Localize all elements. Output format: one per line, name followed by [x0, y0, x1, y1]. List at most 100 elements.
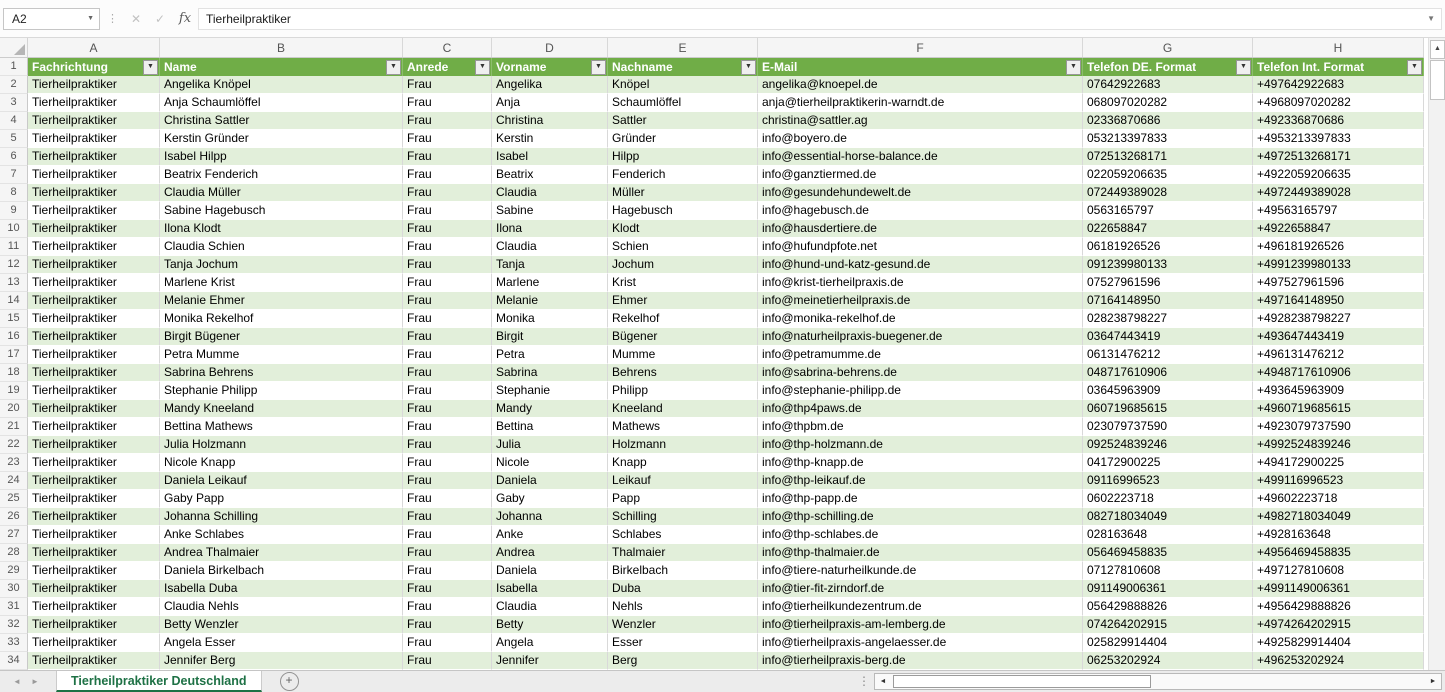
cell[interactable]: Leikauf	[608, 472, 758, 490]
cell[interactable]: Petra	[492, 346, 608, 364]
row-header[interactable]: 8	[0, 184, 28, 202]
cell[interactable]: Claudia Müller	[160, 184, 403, 202]
cell[interactable]: +497127810608	[1253, 562, 1424, 580]
cell[interactable]: Angelika Knöpel	[160, 76, 403, 94]
formula-bar-expand-icon[interactable]: ▼	[1427, 14, 1435, 23]
cell[interactable]: Julia Holzmann	[160, 436, 403, 454]
cell[interactable]: Mumme	[608, 346, 758, 364]
cell[interactable]: info@naturheilpraxis-buegener.de	[758, 328, 1083, 346]
cell[interactable]: Philipp	[608, 382, 758, 400]
cell[interactable]: Angela	[492, 634, 608, 652]
cell[interactable]: Frau	[403, 418, 492, 436]
cell[interactable]: Marlene	[492, 274, 608, 292]
formula-input[interactable]: Tierheilpraktiker ▼	[198, 7, 1442, 30]
cell[interactable]: Stephanie Philipp	[160, 382, 403, 400]
cell[interactable]: info@hufundpfote.net	[758, 238, 1083, 256]
cell[interactable]: 048717610906	[1083, 364, 1253, 382]
cell[interactable]: Frau	[403, 166, 492, 184]
row-header[interactable]: 25	[0, 490, 28, 508]
cell[interactable]: Isabel	[492, 148, 608, 166]
cell[interactable]: Claudia	[492, 184, 608, 202]
cell[interactable]: Claudia	[492, 598, 608, 616]
cell[interactable]: info@tier-fit-zirndorf.de	[758, 580, 1083, 598]
cell[interactable]: Frau	[403, 184, 492, 202]
cell[interactable]: info@thp-holzmann.de	[758, 436, 1083, 454]
sheet-nav-right-icon[interactable]: ►	[31, 677, 39, 686]
row-header[interactable]: 34	[0, 652, 28, 670]
cell[interactable]: Isabella	[492, 580, 608, 598]
cell[interactable]: Tierheilpraktiker	[28, 130, 160, 148]
cell[interactable]: Frau	[403, 580, 492, 598]
cell[interactable]: Kerstin Gründer	[160, 130, 403, 148]
cell[interactable]: 028238798227	[1083, 310, 1253, 328]
cell[interactable]: Gaby Papp	[160, 490, 403, 508]
cell[interactable]: Anke Schlabes	[160, 526, 403, 544]
cell[interactable]: info@gesundehundewelt.de	[758, 184, 1083, 202]
cell[interactable]: Behrens	[608, 364, 758, 382]
row-header[interactable]: 19	[0, 382, 28, 400]
cell[interactable]: info@stephanie-philipp.de	[758, 382, 1083, 400]
cell[interactable]: Frau	[403, 76, 492, 94]
cell[interactable]: 022059206635	[1083, 166, 1253, 184]
cell[interactable]: Ilona Klodt	[160, 220, 403, 238]
cell[interactable]: Petra Mumme	[160, 346, 403, 364]
row-header[interactable]: 9	[0, 202, 28, 220]
cell[interactable]: Nicole Knapp	[160, 454, 403, 472]
cell[interactable]: 07642922683	[1083, 76, 1253, 94]
cell[interactable]: +4991239980133	[1253, 256, 1424, 274]
cell[interactable]: Betty	[492, 616, 608, 634]
cell[interactable]: info@thpbm.de	[758, 418, 1083, 436]
cell[interactable]: Tierheilpraktiker	[28, 634, 160, 652]
cell[interactable]: Christina Sattler	[160, 112, 403, 130]
cell[interactable]: +497164148950	[1253, 292, 1424, 310]
column-letter-h[interactable]: H	[1253, 38, 1424, 57]
cell[interactable]: 07164148950	[1083, 292, 1253, 310]
cell[interactable]: 09116996523	[1083, 472, 1253, 490]
scroll-right-icon[interactable]: ►	[1429, 678, 1437, 685]
cell[interactable]: Frau	[403, 364, 492, 382]
row-header[interactable]: 27	[0, 526, 28, 544]
cell[interactable]: 091149006361	[1083, 580, 1253, 598]
cell[interactable]: Hagebusch	[608, 202, 758, 220]
cell[interactable]: +49563165797	[1253, 202, 1424, 220]
row-header[interactable]: 17	[0, 346, 28, 364]
cell[interactable]: Tierheilpraktiker	[28, 112, 160, 130]
column-letter-b[interactable]: B	[160, 38, 403, 57]
confirm-icon[interactable]: ✓	[154, 11, 166, 26]
cell[interactable]: Nehls	[608, 598, 758, 616]
cell[interactable]: 072449389028	[1083, 184, 1253, 202]
row-header[interactable]: 15	[0, 310, 28, 328]
cell[interactable]: Frau	[403, 400, 492, 418]
cell[interactable]: +4992524839246	[1253, 436, 1424, 454]
cell[interactable]: Schien	[608, 238, 758, 256]
cell[interactable]: Tierheilpraktiker	[28, 256, 160, 274]
cell[interactable]: Berg	[608, 652, 758, 670]
cell[interactable]: Ehmer	[608, 292, 758, 310]
cell[interactable]: info@krist-tierheilpraxis.de	[758, 274, 1083, 292]
add-sheet-icon[interactable]: +	[279, 672, 299, 691]
sheet-tab-tierheilpraktiker-deutschland[interactable]: Tierheilpraktiker Deutschland	[56, 671, 262, 692]
cell[interactable]: info@thp-leikauf.de	[758, 472, 1083, 490]
horizontal-scrollbar-thumb[interactable]	[893, 675, 1151, 688]
cell[interactable]: 068097020282	[1083, 94, 1253, 112]
cell[interactable]: 022658847	[1083, 220, 1253, 238]
row-header[interactable]: 22	[0, 436, 28, 454]
cell[interactable]: Holzmann	[608, 436, 758, 454]
cell[interactable]: +4922658847	[1253, 220, 1424, 238]
cell[interactable]: 02336870686	[1083, 112, 1253, 130]
cell[interactable]: Birkelbach	[608, 562, 758, 580]
cell[interactable]: angelika@knoepel.de	[758, 76, 1083, 94]
cell[interactable]: info@petramumme.de	[758, 346, 1083, 364]
cell[interactable]: info@monika-rekelhof.de	[758, 310, 1083, 328]
row-header[interactable]: 3	[0, 94, 28, 112]
cell[interactable]: Sabrina Behrens	[160, 364, 403, 382]
cell[interactable]: Birgit	[492, 328, 608, 346]
filter-dropdown-icon[interactable]: ▼	[475, 59, 490, 75]
cell[interactable]: info@tierheilpraxis-angelaesser.de	[758, 634, 1083, 652]
cell[interactable]: info@meinetierheilpraxis.de	[758, 292, 1083, 310]
cell[interactable]: info@thp-papp.de	[758, 490, 1083, 508]
row-header[interactable]: 33	[0, 634, 28, 652]
cell[interactable]: Tierheilpraktiker	[28, 436, 160, 454]
cell[interactable]: Tierheilpraktiker	[28, 490, 160, 508]
cell[interactable]: info@thp-thalmaier.de	[758, 544, 1083, 562]
